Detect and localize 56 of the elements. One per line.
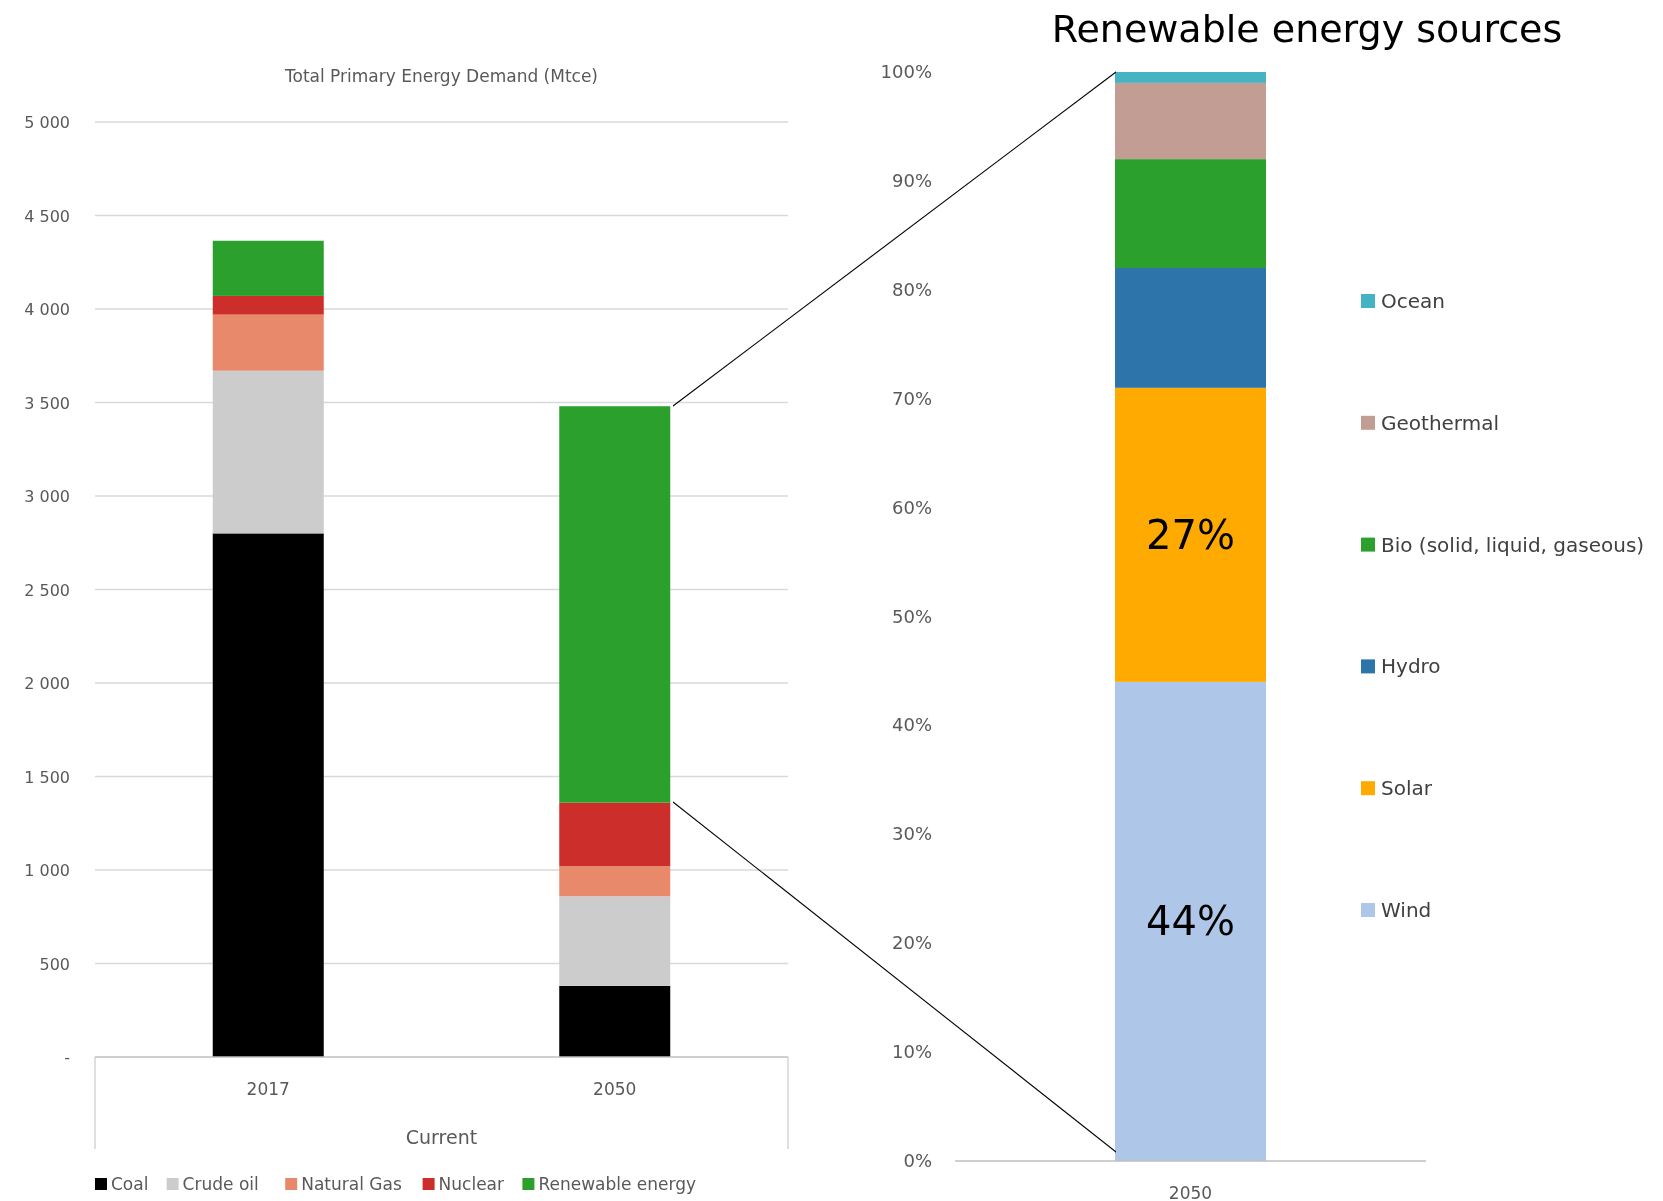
y-tick-label: 4 500 xyxy=(24,206,70,226)
y-tick-label: 10% xyxy=(891,1041,932,1063)
y-tick-label: 3 500 xyxy=(24,393,70,413)
bar xyxy=(1115,159,1266,269)
legend-label: Coal xyxy=(111,1174,149,1194)
legend-label: Renewable energy xyxy=(538,1174,697,1194)
legend-label: Crude oil xyxy=(182,1174,259,1194)
x-tick-label: 2017 xyxy=(246,1079,290,1099)
legend-label: Natural Gas xyxy=(301,1174,402,1194)
y-tick-label: 90% xyxy=(891,169,932,191)
y-tick-label: 4 000 xyxy=(24,300,70,319)
y-tick-label: 60% xyxy=(891,496,932,518)
y-tick-label: 1 500 xyxy=(24,767,70,787)
legend-label: Wind xyxy=(1381,898,1432,922)
bar xyxy=(559,985,671,1057)
y-tick-label: 50% xyxy=(891,605,932,627)
legend-label: Bio (solid, liquid, gaseous) xyxy=(1381,532,1645,557)
bar xyxy=(1115,268,1266,388)
y-tick-label: 0% xyxy=(903,1150,932,1171)
legend-label: Solar xyxy=(1381,776,1433,801)
y-tick-label: - xyxy=(64,1048,70,1067)
bar xyxy=(212,370,324,534)
data-label: 44% xyxy=(1146,898,1235,945)
chart-title: Total Primary Energy Demand (Mtce) xyxy=(283,66,599,86)
y-tick-label: 5 000 xyxy=(24,113,70,132)
bar xyxy=(1115,82,1266,160)
bar xyxy=(1115,387,1266,682)
bar xyxy=(212,240,324,296)
bar xyxy=(559,866,671,897)
chart-title: Renewable energy sources xyxy=(1051,7,1563,51)
y-tick-label: 2 500 xyxy=(24,580,70,600)
x-axis-title: Current xyxy=(405,1126,478,1148)
y-tick-label: 80% xyxy=(891,278,932,300)
y-tick-label: 500 xyxy=(39,954,70,974)
bar xyxy=(212,295,324,315)
y-tick-label: 2 000 xyxy=(24,674,70,693)
data-label: 27% xyxy=(1146,511,1235,558)
bar xyxy=(1115,72,1266,83)
y-tick-label: 3 000 xyxy=(24,487,70,506)
y-tick-label: 100% xyxy=(880,61,932,82)
legend-label: Nuclear xyxy=(438,1174,505,1194)
y-tick-label: 1 000 xyxy=(24,861,70,880)
bar xyxy=(559,802,671,867)
legend-label: Geothermal xyxy=(1381,410,1500,435)
bar xyxy=(212,314,324,371)
y-tick-label: 40% xyxy=(891,714,932,736)
x-tick-label: 2050 xyxy=(593,1079,637,1099)
legend-label: Ocean xyxy=(1381,289,1445,313)
y-tick-label: 70% xyxy=(891,387,932,409)
y-tick-label: 20% xyxy=(891,932,932,954)
x-tick-label: 2050 xyxy=(1168,1183,1213,1201)
y-tick-label: 30% xyxy=(891,823,932,845)
bar xyxy=(212,533,324,1057)
bar xyxy=(559,406,671,803)
bar xyxy=(559,896,671,986)
legend-label: Hydro xyxy=(1381,654,1441,679)
